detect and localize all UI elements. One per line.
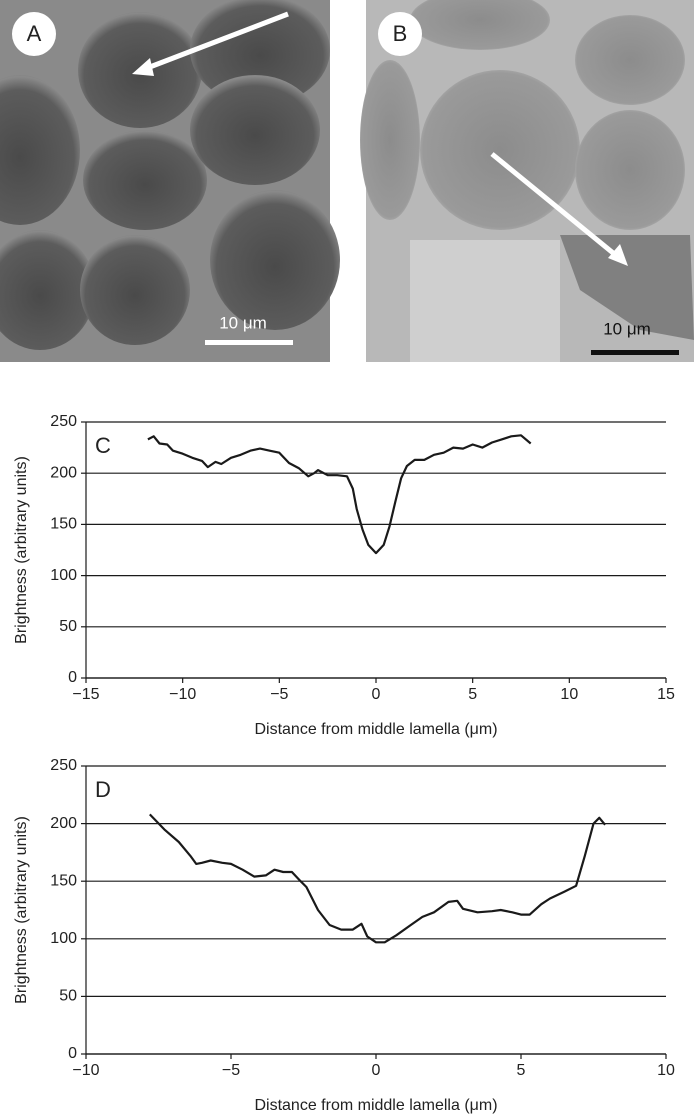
y-tick-label: 200 (50, 464, 77, 481)
x-tick-label: 5 (517, 1062, 526, 1079)
x-tick-label: 5 (468, 686, 477, 703)
x-tick-label: −5 (222, 1062, 240, 1079)
data-line (149, 813, 606, 944)
y-axis-label: Brightness (arbitrary units) (13, 816, 30, 1004)
y-tick-label: 50 (59, 618, 77, 635)
panel-label: A (27, 21, 42, 46)
x-axis-label: Distance from middle lamella (μm) (254, 721, 497, 738)
y-tick-label: 0 (68, 669, 77, 686)
x-tick-label: 15 (657, 686, 675, 703)
y-tick-label: 250 (50, 413, 77, 430)
panel-label: B (393, 21, 408, 46)
y-tick-label: 0 (68, 1045, 77, 1062)
scale-bar-label: 10 μm (219, 313, 267, 332)
scale-bar-label: 10 μm (603, 319, 651, 338)
y-tick-label: 50 (59, 988, 77, 1005)
x-tick-label: −15 (72, 686, 99, 703)
y-axis-label: Brightness (arbitrary units) (13, 456, 30, 644)
x-tick-label: −10 (72, 1062, 99, 1079)
y-tick-label: 150 (50, 872, 77, 889)
panel-label: C (95, 433, 111, 458)
x-tick-label: 0 (372, 686, 381, 703)
data-line (147, 434, 532, 555)
panel-label: D (95, 777, 111, 802)
micrograph-a: A 10 μm (0, 0, 340, 362)
x-tick-label: −5 (270, 686, 288, 703)
x-axis-label: Distance from middle lamella (μm) (254, 1097, 497, 1114)
x-tick-label: 0 (372, 1062, 381, 1079)
x-tick-label: 10 (560, 686, 578, 703)
micrograph-b: B 10 μm (360, 0, 694, 362)
x-tick-label: −10 (169, 686, 196, 703)
y-tick-label: 150 (50, 516, 77, 533)
x-tick-label: 10 (657, 1062, 675, 1079)
y-tick-label: 100 (50, 930, 77, 947)
y-tick-label: 250 (50, 757, 77, 774)
y-tick-label: 200 (50, 815, 77, 832)
y-tick-label: 100 (50, 567, 77, 584)
